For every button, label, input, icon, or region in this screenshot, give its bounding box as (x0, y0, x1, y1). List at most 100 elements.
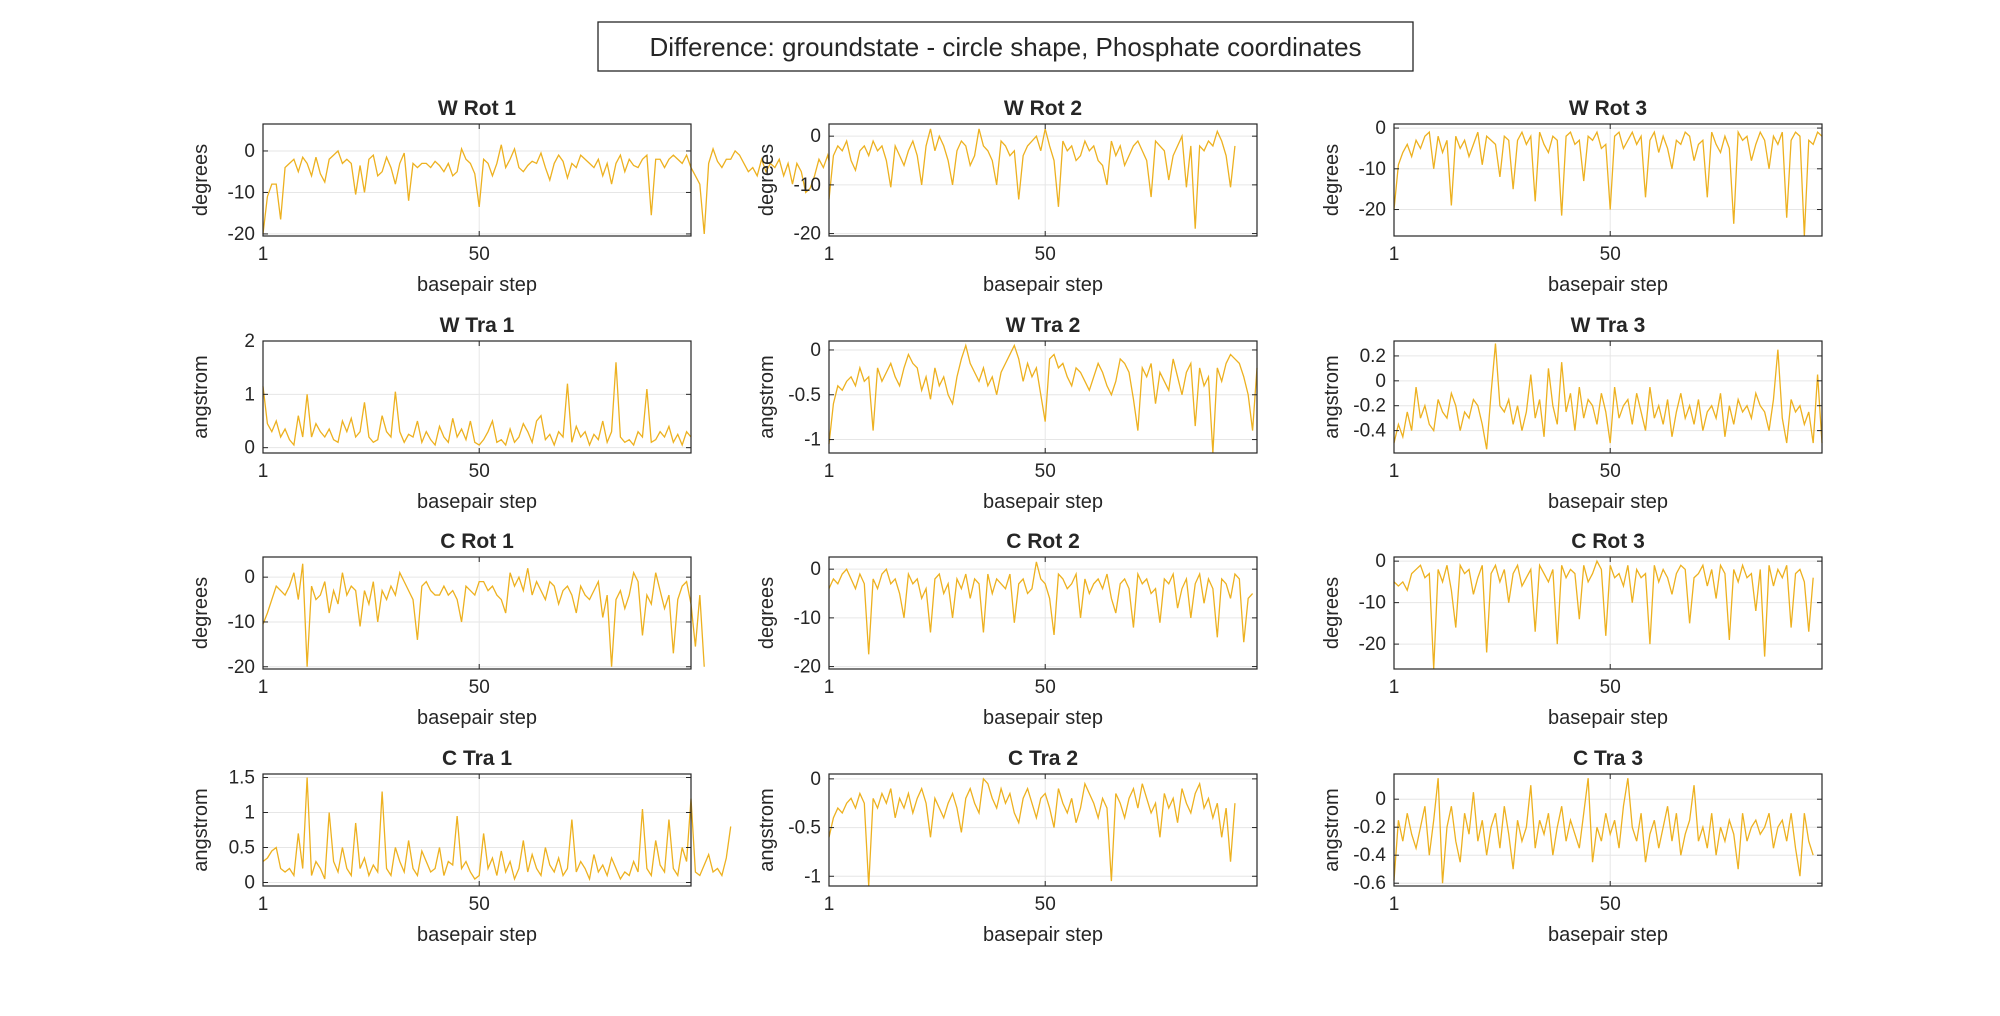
data-series-line (828, 561, 1254, 655)
axes-box (1393, 123, 1823, 237)
x-tick-label: 1 (824, 894, 835, 915)
axes-box (828, 123, 1258, 237)
x-axis-label: basepair step (417, 491, 537, 513)
axes-title: W Rot 2 (1004, 97, 1082, 120)
axes-box (828, 773, 1258, 887)
y-tick-label: -20 (228, 657, 255, 678)
y-tick-label: 0 (1375, 551, 1386, 572)
x-axis-label: basepair step (1548, 707, 1668, 729)
x-tick-label: 50 (469, 244, 490, 265)
y-axis-label: angstrom (756, 355, 778, 438)
y-tick-label: 1 (244, 803, 255, 824)
x-tick-label: 50 (1035, 677, 1056, 698)
x-axis-label: basepair step (983, 707, 1103, 729)
y-tick-label: 0 (244, 567, 255, 588)
y-tick-label: -20 (1359, 200, 1386, 221)
x-axis-label: basepair step (983, 491, 1103, 513)
data-series-line (828, 128, 1236, 229)
axes-box (828, 340, 1258, 454)
axes-title: C Tra 2 (1008, 747, 1078, 770)
x-tick-label: 50 (1600, 244, 1621, 265)
axes-box (262, 773, 692, 887)
axes-title: C Tra 3 (1573, 747, 1643, 770)
y-tick-label: -1 (804, 866, 821, 887)
x-tick-label: 50 (469, 461, 490, 482)
data-series-line (1393, 343, 1823, 450)
axes-box (828, 556, 1258, 670)
y-tick-label: -0.6 (1353, 873, 1386, 894)
y-axis-label: degrees (190, 577, 212, 649)
axes-background (829, 774, 1257, 886)
y-axis-label: degrees (756, 144, 778, 216)
axes-title: C Rot 1 (440, 530, 514, 553)
data-series-line (1393, 778, 1814, 884)
x-tick-label: 50 (1600, 461, 1621, 482)
y-axis-label: angstrom (756, 788, 778, 871)
axes-title: W Tra 1 (440, 314, 515, 337)
x-tick-label: 50 (1600, 894, 1621, 915)
y-tick-label: 0 (810, 340, 821, 361)
y-tick-label: 0 (810, 769, 821, 790)
axes-background (1394, 557, 1822, 669)
axes-background (263, 341, 691, 453)
axes-background (829, 557, 1257, 669)
data-series-line (828, 343, 1258, 454)
axes-title: W Rot 3 (1569, 97, 1647, 120)
suptitle-frame (597, 21, 1414, 72)
y-tick-label: -0.4 (1353, 421, 1386, 442)
data-series-line (262, 563, 705, 667)
axes-box (1393, 773, 1823, 887)
axes-background (263, 557, 691, 669)
y-axis-label: degrees (190, 144, 212, 216)
axes-title: C Rot 2 (1006, 530, 1080, 553)
x-tick-label: 1 (258, 894, 269, 915)
axes-background (1394, 774, 1822, 886)
y-axis-label: angstrom (1321, 788, 1343, 871)
axes-box (1393, 556, 1823, 670)
x-tick-label: 1 (1389, 677, 1400, 698)
data-series-line (262, 777, 732, 882)
y-axis-label: angstrom (190, 355, 212, 438)
x-axis-label: basepair step (1548, 491, 1668, 513)
axes-background (1394, 341, 1822, 453)
y-tick-label: 0.2 (1360, 346, 1386, 367)
x-tick-label: 1 (1389, 244, 1400, 265)
x-tick-label: 1 (1389, 461, 1400, 482)
y-tick-label: -10 (794, 608, 821, 629)
y-tick-label: -10 (1359, 593, 1386, 614)
panel-w-tra-2: -1 -0.5 0 1 50 W Tra 2 basepair step angstrom (756, 314, 1258, 513)
axes-title: C Rot 3 (1571, 530, 1645, 553)
y-axis-label: angstrom (1321, 355, 1343, 438)
y-tick-label: 0.5 (229, 838, 255, 859)
y-tick-label: 2 (244, 331, 255, 352)
axes-title: C Tra 1 (442, 747, 512, 770)
axes-box (262, 123, 692, 237)
y-tick-label: -0.2 (1353, 396, 1386, 417)
data-series-line (828, 777, 1236, 887)
y-tick-label: 0 (810, 559, 821, 580)
y-tick-label: -0.2 (1353, 817, 1386, 838)
panel-c-rot-3: -20 -10 0 1 50 C Rot 3 basepair step degrees (1321, 530, 1823, 729)
y-tick-label: -10 (1359, 159, 1386, 180)
y-tick-label: -20 (794, 224, 821, 245)
y-tick-label: 1 (244, 384, 255, 405)
axes-background (829, 341, 1257, 453)
panel-c-rot-2: -20 -10 0 1 50 C Rot 2 basepair step degrees (756, 530, 1258, 729)
panel-w-tra-3: -0.4 -0.2 0 0.2 1 50 W Tra 3 basepair step angst… (1321, 314, 1823, 513)
y-tick-label: -1 (804, 430, 821, 451)
x-tick-label: 1 (258, 244, 269, 265)
axes-background (263, 124, 691, 236)
x-tick-label: 50 (1600, 677, 1621, 698)
x-tick-label: 1 (258, 461, 269, 482)
y-axis-label: degrees (1321, 144, 1343, 216)
y-tick-label: -0.5 (788, 818, 821, 839)
x-axis-label: basepair step (983, 274, 1103, 296)
y-tick-label: 0 (244, 873, 255, 894)
panel-c-tra-3: -0.6 -0.4 -0.2 0 1 50 C Tra 3 basepair step angs… (1321, 747, 1823, 946)
panel-w-rot-2: -20 -10 0 1 50 W Rot 2 basepair step degrees (756, 97, 1258, 296)
suptitle-box: Difference: groundstate - circle shape, … (597, 21, 1414, 72)
y-tick-label: -10 (228, 182, 255, 203)
x-tick-label: 50 (1035, 894, 1056, 915)
